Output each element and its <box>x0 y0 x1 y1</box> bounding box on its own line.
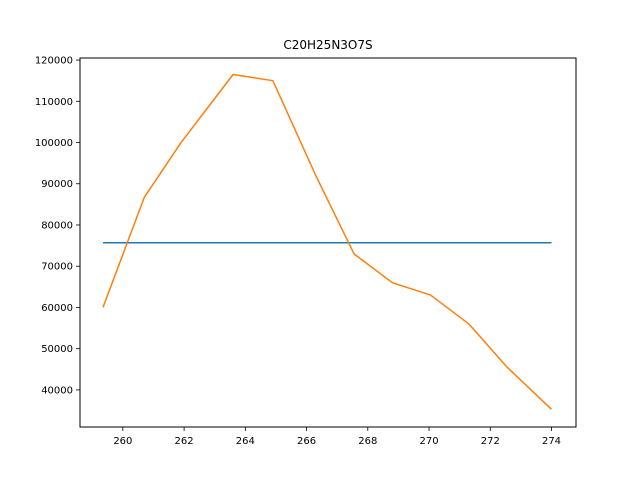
y-tick-label: 40000 <box>41 385 73 396</box>
x-tick-label: 268 <box>358 436 377 447</box>
series-layer <box>102 73 553 410</box>
y-tick-label: 70000 <box>41 262 73 273</box>
y-tick-label: 90000 <box>41 179 73 190</box>
x-tick-label: 270 <box>419 436 438 447</box>
y-tick-label: 110000 <box>35 97 73 108</box>
x-tick-label: 272 <box>481 436 500 447</box>
chart-title: C20H25N3O7S <box>283 38 372 52</box>
y-tick-label: 50000 <box>41 344 73 355</box>
plot-area-frame <box>79 57 577 428</box>
axes-layer: 260 262 264 266 268 270 272 274 40000 50000 60000 7… <box>35 56 561 447</box>
x-tick-label: 264 <box>236 436 255 447</box>
series-line-2 <box>102 73 553 410</box>
y-tick-label: 60000 <box>41 303 73 314</box>
y-tick-label: 100000 <box>35 138 73 149</box>
x-tick-label: 260 <box>113 436 132 447</box>
x-tick-label: 274 <box>542 436 561 447</box>
y-tick-label: 120000 <box>35 56 73 67</box>
x-tick-label: 262 <box>175 436 194 447</box>
y-tick-label: 80000 <box>41 220 73 231</box>
x-tick-label: 266 <box>297 436 316 447</box>
